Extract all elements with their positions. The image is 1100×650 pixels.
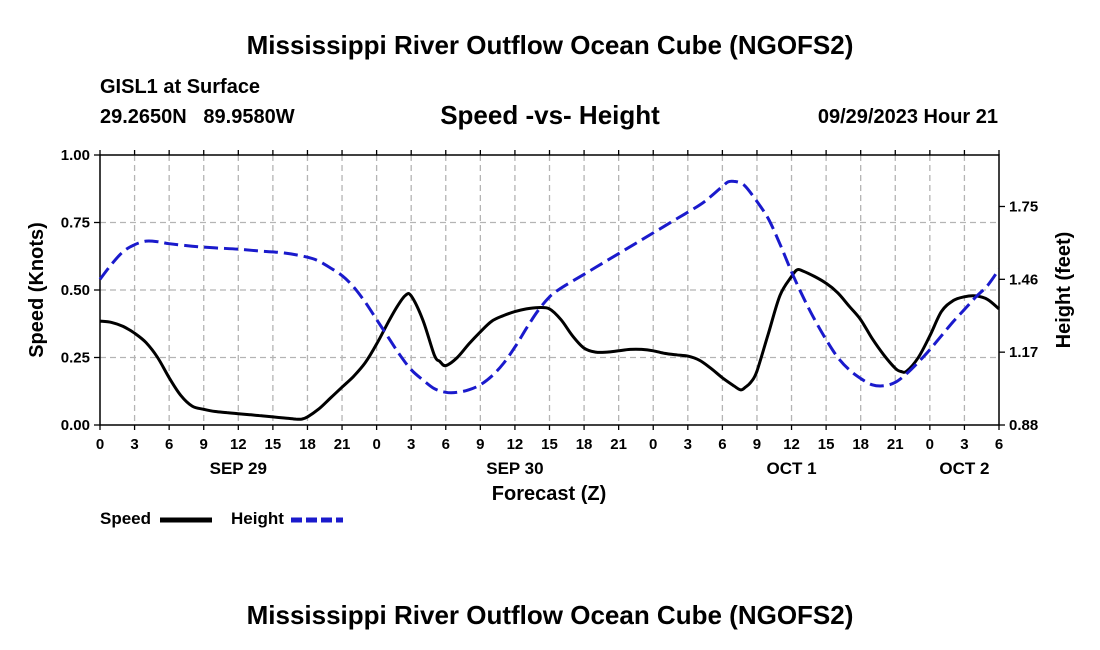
date-label: OCT 2 <box>939 459 989 478</box>
coordinates-label: 29.2650N 89.9580W <box>100 106 295 128</box>
x-tick-label: 12 <box>507 436 524 453</box>
x-tick-label: 0 <box>926 436 934 453</box>
y-left-tick-label: 1.00 <box>61 147 90 164</box>
chart-title: Mississippi River Outflow Ocean Cube (NG… <box>246 30 854 60</box>
y-left-tick-label: 0.75 <box>61 215 90 232</box>
date-label: SEP 30 <box>486 459 543 478</box>
x-tick-label: 18 <box>576 436 593 453</box>
y-right-tick-label: 1.75 <box>1009 198 1038 215</box>
chart-subtitle: Speed -vs- Height <box>440 100 660 130</box>
x-tick-label: 12 <box>783 436 800 453</box>
axis-ticks <box>94 150 1005 430</box>
y-right-tick-label: 1.46 <box>1009 271 1038 288</box>
x-axis-title: Forecast (Z) <box>492 483 606 505</box>
x-tick-label: 21 <box>887 436 904 453</box>
footer-title: Mississippi River Outflow Ocean Cube (NG… <box>246 600 854 630</box>
y-left-tick-label: 0.25 <box>61 350 90 367</box>
x-tick-label: 15 <box>265 436 282 453</box>
legend-speed-label: Speed <box>100 509 152 528</box>
x-tick-label: 3 <box>960 436 968 453</box>
date-label: SEP 29 <box>210 459 267 478</box>
x-tick-label: 21 <box>334 436 351 453</box>
x-tick-label: 9 <box>753 436 761 453</box>
y-left-tick-label: 0.00 <box>61 417 90 434</box>
y-right-tick-label: 1.17 <box>1009 344 1038 361</box>
y-axis-left-title: Speed (Knots) <box>26 222 48 358</box>
x-tick-label: 6 <box>165 436 173 453</box>
timestamp-label: 09/29/2023 Hour 21 <box>817 106 998 128</box>
x-tick-label: 9 <box>200 436 208 453</box>
x-tick-label: 18 <box>299 436 316 453</box>
x-tick-label: 21 <box>610 436 627 453</box>
x-tick-label: 0 <box>96 436 104 453</box>
x-tick-label: 3 <box>684 436 692 453</box>
height-series-line <box>98 179 1001 395</box>
x-tick-label: 3 <box>130 436 138 453</box>
station-label: GISL1 at Surface <box>100 76 261 98</box>
series-lines <box>98 179 1001 421</box>
x-tick-label: 15 <box>541 436 558 453</box>
axis-labels: 0 3 6 9 12 15 18 21 0 3 6 9 12 15 18 21 0 3 6 9 12 15 18 21 0 3 6 S… <box>61 147 1038 478</box>
x-tick-label: 6 <box>442 436 450 453</box>
y-left-tick-label: 0.50 <box>61 282 90 299</box>
x-tick-label: 18 <box>852 436 869 453</box>
x-tick-label: 0 <box>649 436 657 453</box>
x-tick-label: 0 <box>372 436 380 453</box>
x-tick-label: 15 <box>818 436 835 453</box>
x-tick-label: 6 <box>718 436 726 453</box>
speed-series-line <box>99 267 1000 421</box>
date-label: OCT 1 <box>767 459 817 478</box>
legend-height-label: Height <box>231 509 284 528</box>
x-tick-label: 6 <box>995 436 1003 453</box>
x-tick-label: 9 <box>476 436 484 453</box>
grid-lines <box>100 155 999 425</box>
x-tick-label: 12 <box>230 436 247 453</box>
x-tick-label: 3 <box>407 436 415 453</box>
y-axis-right-title: Height (feet) <box>1053 232 1075 349</box>
y-right-tick-label: 0.88 <box>1009 417 1038 434</box>
